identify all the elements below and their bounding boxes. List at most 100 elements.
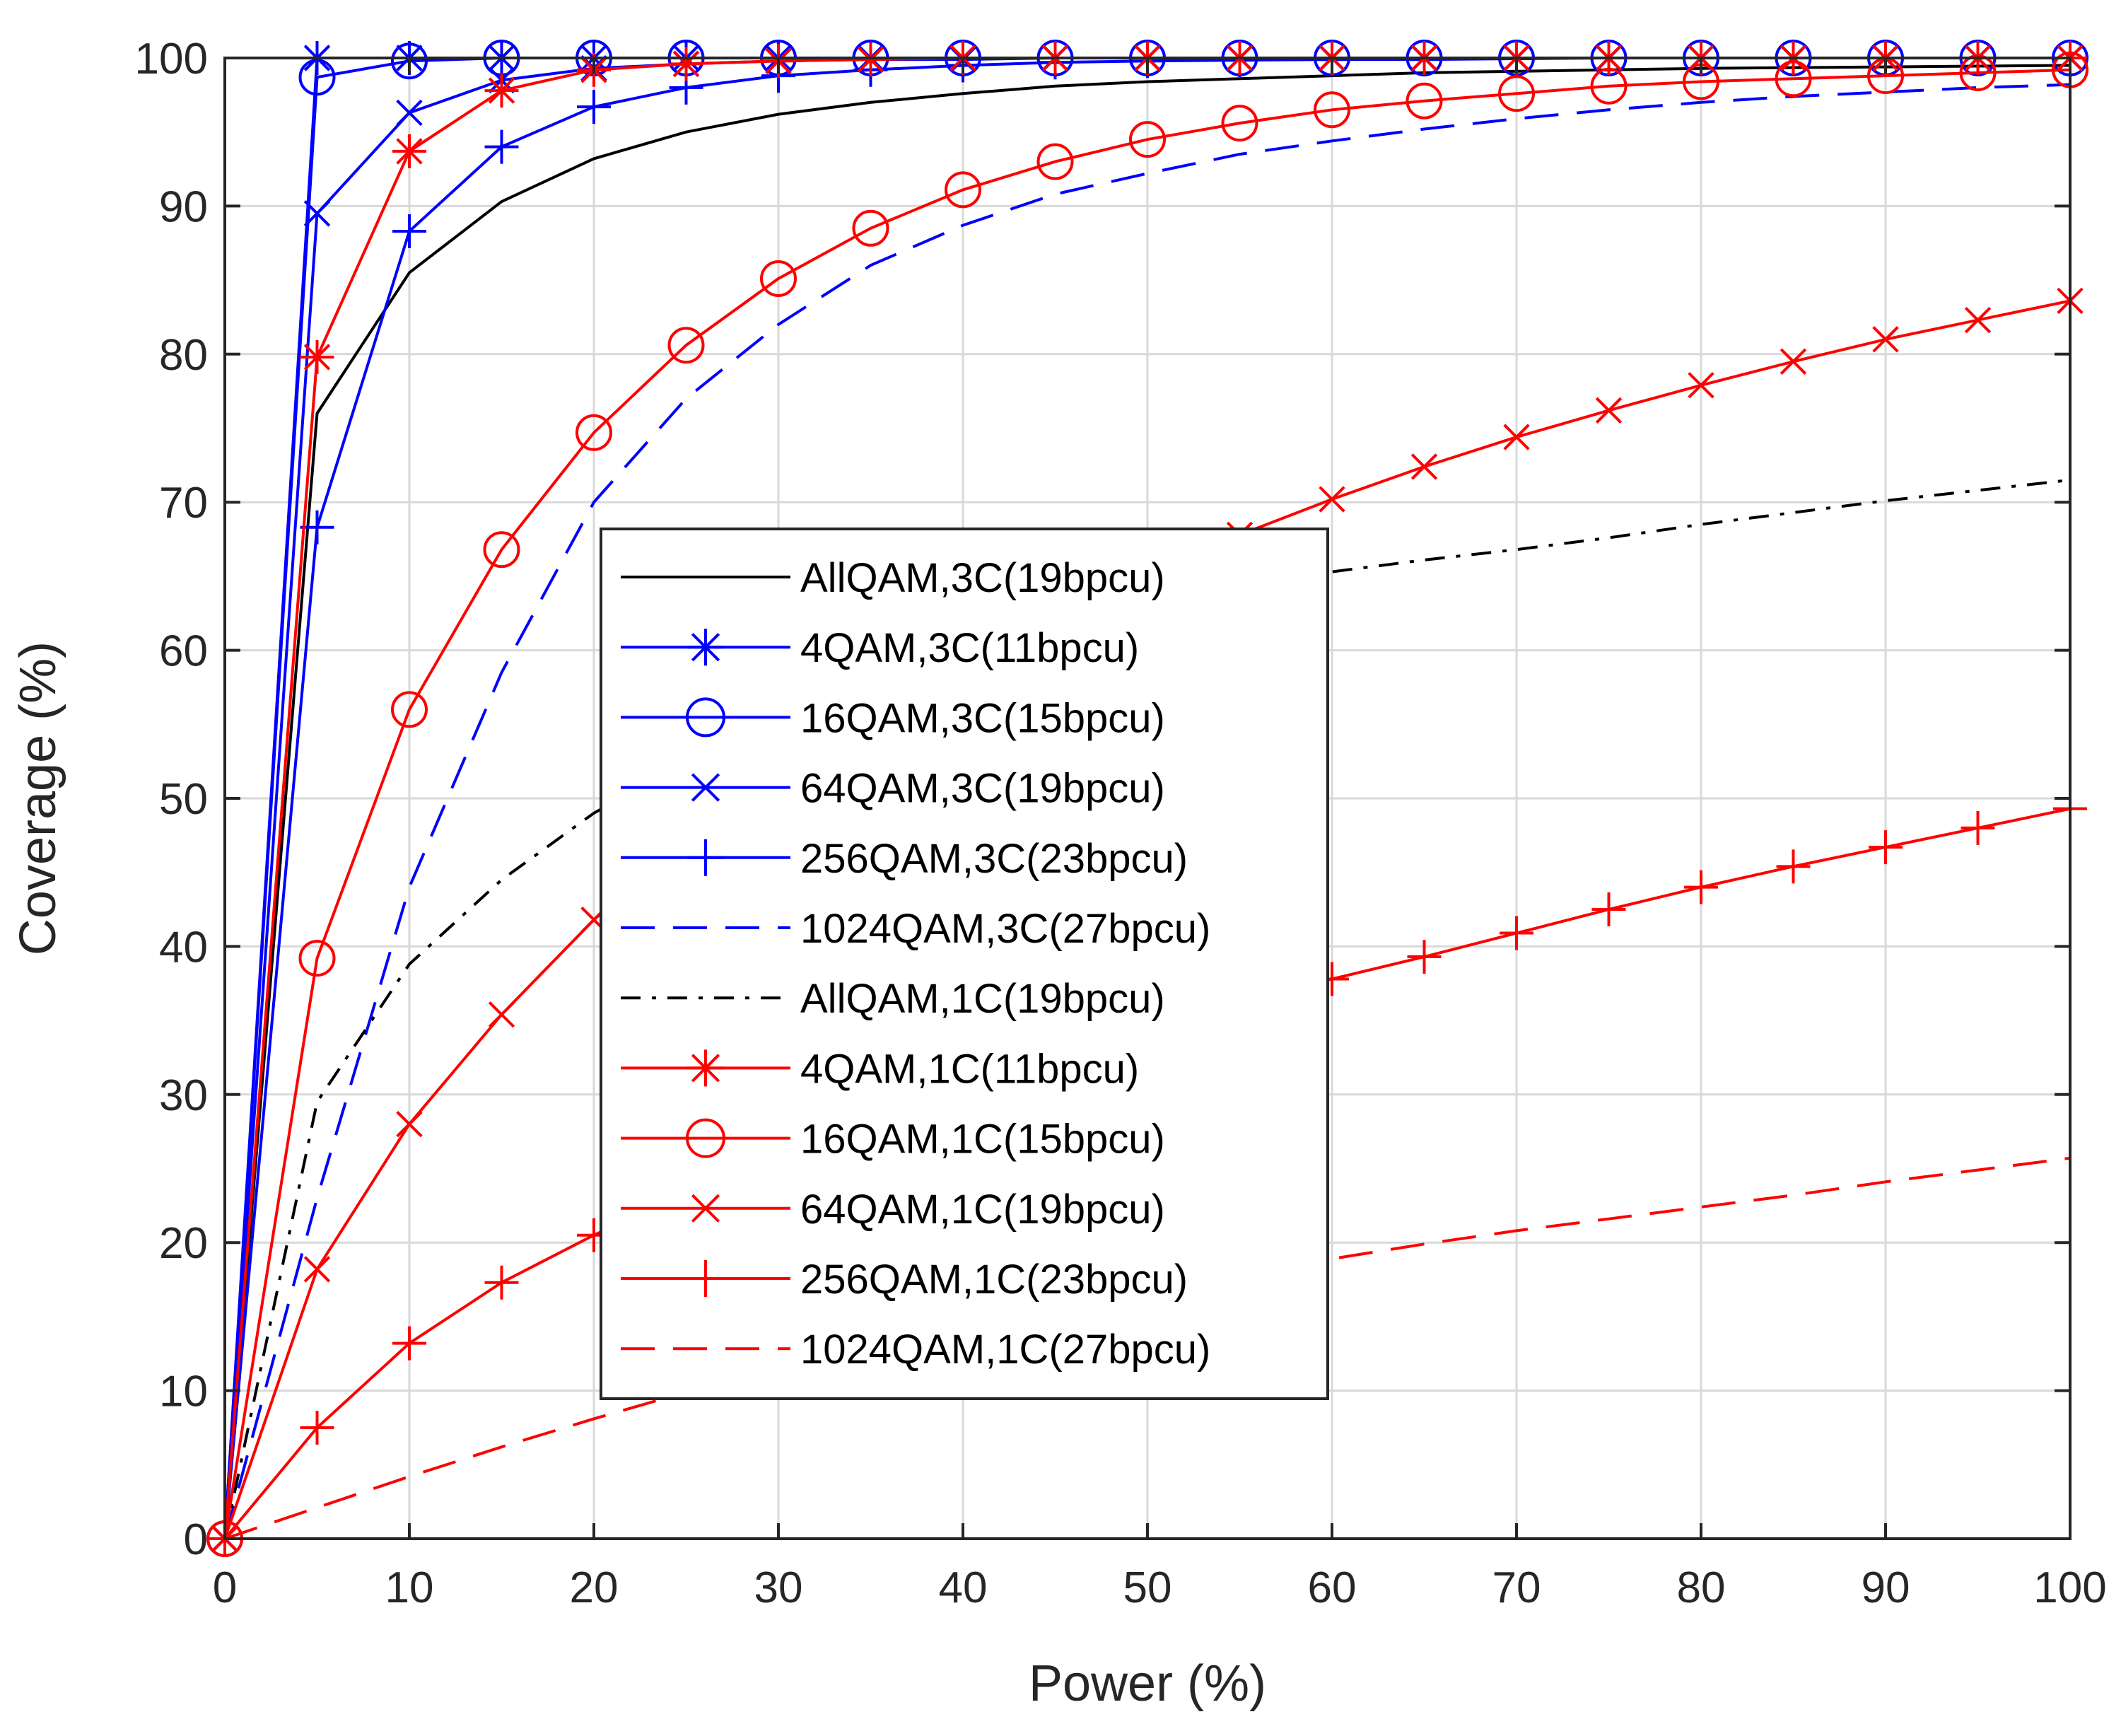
legend: AllQAM,3C(19bpcu) 4QAM,3C(11bpcu) 16QAM,3C…	[600, 528, 1329, 1400]
x-marker	[1964, 306, 1992, 334]
legend-label: 4QAM,3C(11bpcu)	[800, 625, 1139, 671]
y-tick-label: 30	[159, 1071, 208, 1120]
plus-marker	[1591, 892, 1626, 927]
circle-marker	[298, 940, 336, 977]
x-marker	[1872, 326, 1899, 353]
legend-label: 256QAM,3C(23bpcu)	[800, 836, 1188, 882]
circle-marker	[1036, 143, 1074, 180]
star-marker	[669, 47, 703, 81]
series-line	[223, 83, 2071, 1539]
x-marker	[303, 200, 331, 227]
legend-item: 64QAM,3C(19bpcu)	[621, 766, 1165, 812]
plus-marker	[577, 90, 611, 124]
legend-label: 64QAM,3C(19bpcu)	[800, 766, 1165, 812]
circle-marker	[1406, 82, 1443, 120]
y-tick-label: 70	[159, 479, 208, 528]
plus-marker	[1407, 940, 1442, 974]
y-tick-label: 100	[135, 35, 208, 83]
legend-item: 256QAM,1C(23bpcu)	[621, 1257, 1188, 1303]
plus-marker	[300, 1410, 334, 1445]
x-marker	[691, 1194, 720, 1223]
x-marker	[1319, 486, 1345, 513]
legend-label: AllQAM,3C(19bpcu)	[800, 555, 1165, 601]
circle-marker	[1959, 54, 1997, 91]
x-tick-label: 70	[1492, 1563, 1541, 1612]
y-tick-label: 90	[159, 182, 208, 231]
legend-item: AllQAM,1C(19bpcu)	[621, 976, 1165, 1022]
series-AllQAM,1C(19bpcu)	[223, 478, 2071, 1539]
y-tick-label: 0	[184, 1515, 208, 1564]
circle-marker	[686, 697, 725, 738]
x-marker	[303, 1256, 331, 1283]
x-tick-label: 0	[213, 1563, 237, 1612]
legend-item: 16QAM,3C(15bpcu)	[621, 695, 1165, 741]
legend-label: 16QAM,3C(15bpcu)	[800, 695, 1165, 741]
plus-marker	[1500, 916, 1533, 950]
plus-marker	[687, 1260, 724, 1297]
legend-label: 256QAM,1C(23bpcu)	[800, 1257, 1188, 1303]
circle-marker	[391, 42, 428, 80]
circle-marker	[667, 327, 705, 364]
x-tick-label: 30	[754, 1563, 803, 1612]
star-marker	[687, 629, 724, 666]
legend-item: 1024QAM,1C(27bpcu)	[621, 1327, 1210, 1373]
circle-marker	[1314, 91, 1350, 129]
series-line	[223, 68, 2071, 1539]
axes: 0 10 20 30 40 50 60 70 80 90 100 0 10 20 30 40 50 60 70 80 9…	[135, 35, 2107, 1612]
x-tick-label: 10	[385, 1563, 434, 1612]
plus-marker	[392, 214, 426, 248]
x-tick-label: 60	[1308, 1563, 1357, 1612]
plus-marker	[1961, 810, 1995, 845]
x-axis-title: Power (%)	[1029, 1655, 1266, 1712]
x-marker	[1688, 372, 1714, 399]
x-marker	[488, 1001, 515, 1028]
star-marker	[300, 339, 334, 374]
series-line	[223, 64, 2071, 1539]
star-marker	[853, 42, 888, 77]
star-marker	[484, 74, 519, 108]
legend-item: 256QAM,3C(23bpcu)	[621, 836, 1188, 882]
legend-label: 1024QAM,1C(27bpcu)	[800, 1327, 1210, 1373]
legend-item: 1024QAM,3C(27bpcu)	[621, 906, 1210, 952]
circle-marker	[760, 260, 797, 298]
circle-marker	[1590, 67, 1628, 105]
legend-item: 64QAM,1C(19bpcu)	[621, 1187, 1165, 1233]
x-tick-label: 40	[939, 1563, 988, 1612]
legend-label: 64QAM,1C(19bpcu)	[800, 1187, 1165, 1233]
y-tick-label: 40	[159, 923, 208, 972]
circle-marker	[298, 59, 336, 96]
circle-marker	[686, 1118, 725, 1158]
circle-marker	[852, 209, 889, 247]
legend-label: AllQAM,1C(19bpcu)	[800, 976, 1165, 1022]
circle-marker	[1129, 121, 1166, 158]
circle-marker	[575, 414, 612, 451]
x-marker	[691, 773, 720, 802]
x-marker	[396, 99, 423, 127]
legend-item: 16QAM,1C(15bpcu)	[621, 1117, 1165, 1163]
circle-marker	[1221, 105, 1258, 142]
plus-marker	[300, 510, 334, 544]
legend-label: 4QAM,1C(11bpcu)	[800, 1046, 1139, 1092]
x-tick-label: 50	[1123, 1563, 1172, 1612]
plus-marker	[392, 1326, 426, 1361]
x-tick-label: 100	[2033, 1563, 2106, 1612]
plus-marker	[1684, 870, 1718, 904]
star-marker	[392, 134, 426, 168]
plus-marker	[687, 839, 724, 876]
legend-label: 16QAM,1C(15bpcu)	[800, 1117, 1165, 1163]
x-tick-label: 80	[1677, 1563, 1726, 1612]
circle-marker	[391, 691, 428, 728]
x-marker	[1503, 424, 1530, 450]
legend-item: AllQAM,3C(19bpcu)	[621, 555, 1165, 601]
x-marker	[1780, 348, 1807, 375]
x-marker	[396, 1110, 423, 1138]
y-tick-label: 60	[159, 627, 208, 676]
legend-item: 4QAM,1C(11bpcu)	[621, 1046, 1139, 1092]
circle-marker	[945, 171, 981, 209]
y-axis-title: Coverage (%)	[10, 641, 66, 955]
plus-marker	[484, 1265, 519, 1300]
circle-marker	[483, 531, 520, 569]
plus-marker	[484, 129, 519, 164]
circle-marker	[1775, 60, 1812, 98]
